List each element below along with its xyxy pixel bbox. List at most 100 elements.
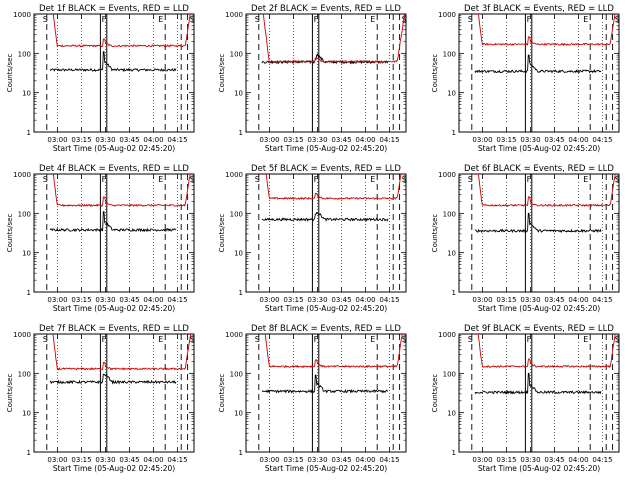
x-tick-label: 04:00	[355, 456, 375, 464]
y-tick-label: 100	[443, 370, 456, 378]
y-axis-label: Counts/sec	[431, 214, 439, 253]
y-axis-label: Counts/sec	[6, 374, 14, 413]
y-axis-label: Counts/sec	[431, 54, 439, 93]
detector-panel-3: Det 3f BLACK = Events, RED = LLD 1 10 100 10…	[431, 4, 620, 153]
stop-marker-label: S	[190, 335, 195, 344]
end-marker-label: E	[370, 15, 375, 24]
y-tick-label: 1	[452, 449, 456, 457]
x-axis-label: Start Time (05-Aug-02 02:45:20)	[265, 304, 387, 313]
x-tick-label: 03:45	[331, 136, 351, 144]
x-axis-label: Start Time (05-Aug-02 02:45:20)	[478, 144, 600, 153]
y-tick-label: 10	[447, 410, 456, 418]
lld-series-line	[264, 334, 403, 369]
flare-marker-label: F	[314, 335, 319, 344]
lld-series-line	[52, 174, 191, 208]
plot-frame	[458, 13, 620, 133]
y-tick-label: 100	[443, 210, 456, 218]
events-series-line	[49, 211, 177, 233]
plot-frame	[245, 13, 407, 133]
panel-title: Det 7f BLACK = Events, RED = LLD	[39, 324, 189, 334]
x-tick-label: 03:15	[283, 296, 303, 304]
panel-title: Det 8f BLACK = Events, RED = LLD	[251, 324, 401, 334]
y-tick-label: 100	[230, 370, 243, 378]
x-tick-label: 03:15	[496, 296, 516, 304]
plot-frame	[245, 173, 407, 293]
x-tick-label: 03:00	[259, 136, 279, 144]
y-tick-label: 100	[18, 50, 31, 58]
x-tick-label: 03:30	[307, 136, 327, 144]
flare-marker-label: F	[527, 335, 532, 344]
x-tick-label: 03:15	[496, 136, 516, 144]
end-marker-label: E	[583, 15, 588, 24]
start-marker-label: S	[43, 335, 48, 344]
x-tick-label: 04:15	[379, 456, 399, 464]
plot-frame	[245, 333, 407, 453]
detector-panel-6: Det 6f BLACK = Events, RED = LLD 1 10 100 10…	[431, 164, 620, 313]
plot-frame	[33, 173, 195, 293]
y-tick-label: 1	[452, 129, 456, 137]
x-tick-label: 04:15	[167, 456, 187, 464]
x-tick-label: 04:00	[568, 456, 588, 464]
x-tick-label: 03:15	[71, 456, 91, 464]
x-tick-label: 03:00	[259, 456, 279, 464]
y-tick-label: 1000	[438, 11, 456, 19]
detector-panel-4: Det 4f BLACK = Events, RED = LLD 1 10 100 10…	[6, 164, 195, 313]
stop-marker-label: S	[615, 15, 620, 24]
stop-marker-label: S	[190, 15, 195, 24]
x-tick-label: 03:45	[331, 456, 351, 464]
y-tick-label: 1	[27, 289, 31, 297]
stop-marker-label: S	[615, 335, 620, 344]
x-axis-label: Start Time (05-Aug-02 02:45:20)	[265, 144, 387, 153]
x-tick-label: 03:30	[95, 296, 115, 304]
x-tick-label: 03:45	[119, 136, 139, 144]
y-tick-label: 10	[447, 90, 456, 98]
x-tick-label: 04:15	[379, 296, 399, 304]
end-marker-label: E	[158, 335, 163, 344]
start-marker-label: S	[468, 335, 473, 344]
flare-marker-label: F	[102, 175, 107, 184]
x-tick-label: 04:00	[143, 456, 163, 464]
x-tick-label: 03:45	[544, 136, 564, 144]
x-tick-label: 04:15	[592, 296, 612, 304]
x-tick-label: 03:45	[331, 296, 351, 304]
end-marker-label: E	[583, 175, 588, 184]
flare-marker-label: F	[102, 15, 107, 24]
start-marker-label: S	[255, 335, 260, 344]
y-tick-label: 1000	[225, 11, 243, 19]
y-tick-label: 1	[239, 449, 243, 457]
x-tick-label: 04:00	[355, 296, 375, 304]
stop-marker-label: S	[402, 175, 407, 184]
end-marker-label: E	[370, 175, 375, 184]
y-axis-label: Counts/sec	[431, 374, 439, 413]
events-series-line	[49, 373, 177, 385]
x-axis-label: Start Time (05-Aug-02 02:45:20)	[478, 304, 600, 313]
y-axis-label: Counts/sec	[218, 54, 226, 93]
y-tick-label: 100	[18, 370, 31, 378]
y-tick-label: 100	[230, 210, 243, 218]
y-tick-label: 1	[27, 449, 31, 457]
panel-title: Det 1f BLACK = Events, RED = LLD	[39, 4, 189, 14]
events-series-line	[261, 211, 389, 222]
lld-series-line	[52, 14, 191, 48]
detector-panel-7: Det 7f BLACK = Events, RED = LLD 1 10 100 10…	[6, 324, 195, 473]
start-marker-label: S	[255, 15, 260, 24]
x-tick-label: 03:00	[472, 296, 492, 304]
x-axis-label: Start Time (05-Aug-02 02:45:20)	[478, 464, 600, 473]
y-tick-label: 100	[443, 50, 456, 58]
events-series-line	[49, 51, 177, 73]
x-tick-label: 03:15	[71, 136, 91, 144]
y-tick-label: 1000	[13, 331, 31, 339]
y-tick-label: 1000	[438, 171, 456, 179]
x-axis-label: Start Time (05-Aug-02 02:45:20)	[53, 464, 175, 473]
y-axis-label: Counts/sec	[218, 374, 226, 413]
y-tick-label: 10	[22, 90, 31, 98]
y-tick-label: 1	[452, 289, 456, 297]
panel-title: Det 2f BLACK = Events, RED = LLD	[251, 4, 401, 14]
x-tick-label: 04:00	[355, 136, 375, 144]
start-marker-label: S	[468, 175, 473, 184]
x-tick-label: 04:15	[167, 136, 187, 144]
panel-title: Det 9f BLACK = Events, RED = LLD	[464, 324, 614, 334]
end-marker-label: E	[583, 335, 588, 344]
flare-marker-label: F	[527, 175, 532, 184]
y-axis-label: Counts/sec	[6, 214, 14, 253]
